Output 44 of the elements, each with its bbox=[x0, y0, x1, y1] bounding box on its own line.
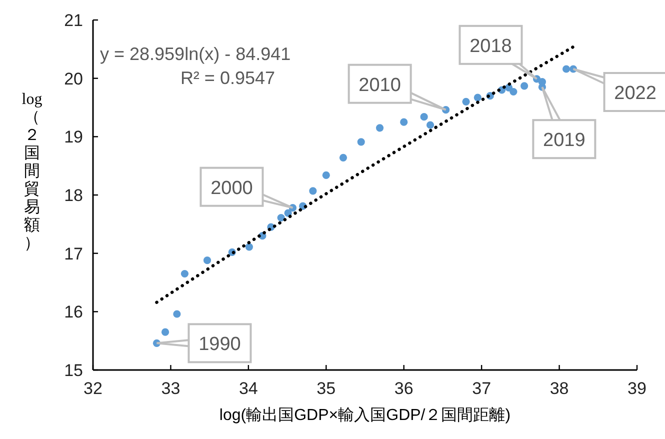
x-tick-label: 36 bbox=[394, 379, 414, 398]
annotation: y = 28.959ln(x) - 84.941 bbox=[100, 44, 291, 64]
annotation: 2022 bbox=[614, 83, 656, 104]
point bbox=[426, 121, 434, 129]
point bbox=[474, 94, 482, 102]
annotation: 1990 bbox=[198, 334, 241, 356]
x-tick-label: 39 bbox=[628, 379, 646, 398]
y-tick-label: 21 bbox=[64, 11, 83, 30]
x-tick-label: 34 bbox=[238, 379, 258, 398]
point bbox=[562, 65, 570, 73]
point bbox=[339, 154, 348, 162]
point bbox=[357, 138, 365, 146]
point bbox=[277, 214, 285, 222]
text: log（２国間貿易額） bbox=[22, 91, 42, 252]
point bbox=[180, 270, 189, 278]
annotation: 2010 bbox=[358, 74, 401, 96]
y-tick-label: 15 bbox=[64, 361, 83, 380]
point bbox=[203, 256, 212, 264]
y-tick-label: 20 bbox=[64, 69, 83, 88]
point bbox=[245, 243, 254, 251]
y-tick-label: 19 bbox=[64, 128, 83, 147]
annotation: 2000 bbox=[210, 178, 253, 199]
point bbox=[520, 82, 528, 90]
point bbox=[510, 88, 518, 96]
annotation: 2018 bbox=[470, 36, 512, 57]
point bbox=[400, 118, 408, 126]
y-tick-label: 18 bbox=[64, 186, 83, 205]
point bbox=[462, 98, 470, 106]
x-tick-label: 38 bbox=[550, 379, 569, 398]
x-tick-label: 33 bbox=[161, 379, 180, 398]
point bbox=[376, 124, 384, 132]
point bbox=[420, 113, 428, 121]
y-tick-label: 16 bbox=[64, 302, 83, 322]
annotation: 2019 bbox=[543, 130, 586, 152]
point bbox=[322, 171, 330, 179]
annotation: R² = 0.9547 bbox=[180, 68, 275, 88]
y-tick-label: 17 bbox=[64, 244, 83, 264]
x-tick-label: 32 bbox=[84, 379, 102, 398]
x-tick-label: 37 bbox=[472, 379, 492, 398]
point bbox=[161, 328, 170, 336]
x-tick-label: 35 bbox=[316, 379, 336, 398]
x-axis-title: log(輸出国GDP×輸入国GDP/２国間距離) bbox=[219, 406, 511, 424]
point bbox=[309, 187, 317, 195]
point bbox=[173, 310, 181, 318]
